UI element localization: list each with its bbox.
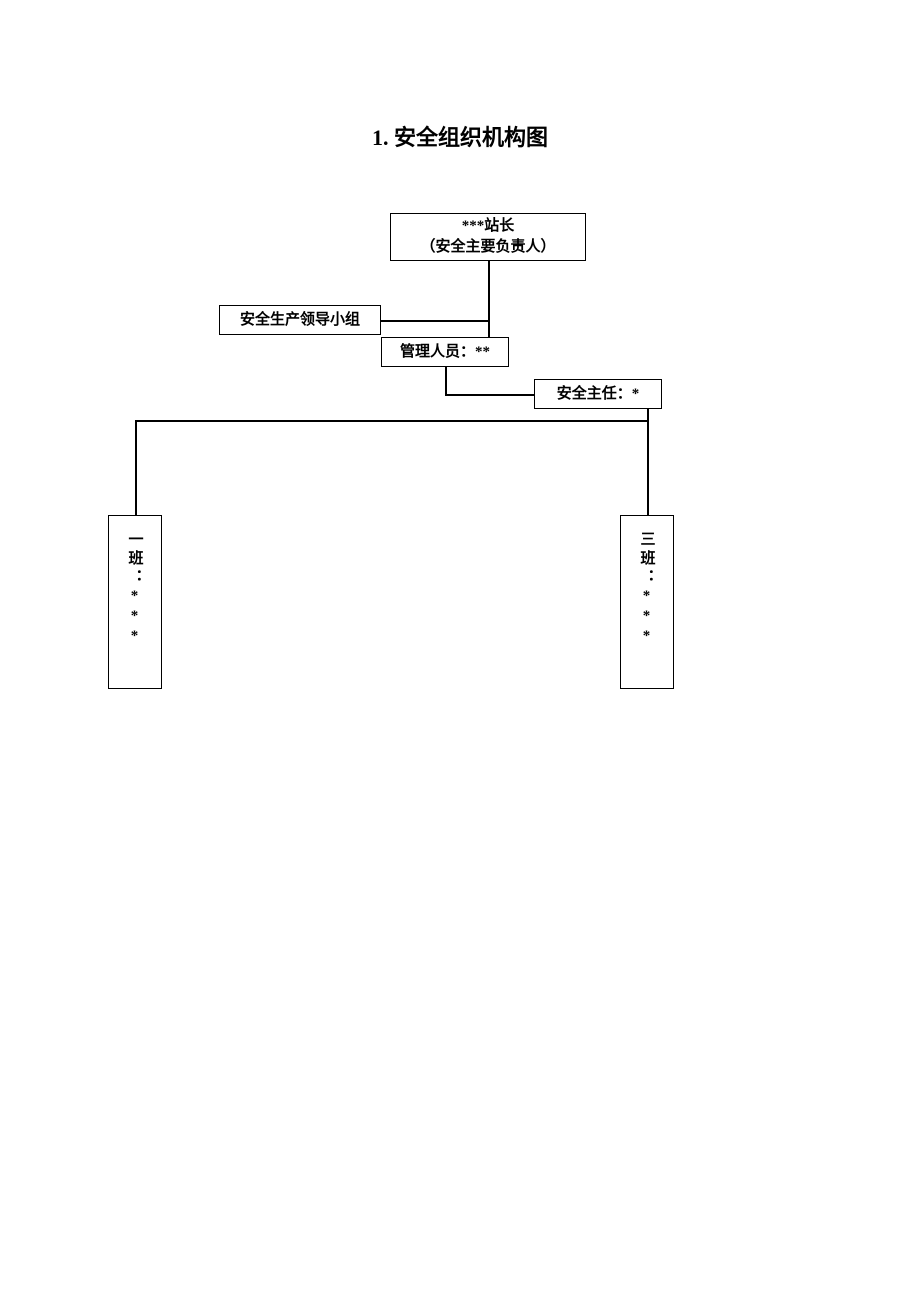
edge-bus-to-team1 — [135, 420, 137, 515]
node-station-master-line1: ***站长 — [420, 216, 555, 237]
node-station-master: ***站长 （安全主要负责人） — [390, 213, 586, 261]
node-team-1-label: 一班：*** — [125, 531, 146, 648]
node-manager: 管理人员：** — [381, 337, 509, 367]
edge-bus — [135, 420, 647, 422]
node-safety-leadership-group: 安全生产领导小组 — [219, 305, 381, 335]
edge-top-down — [488, 261, 490, 337]
node-station-master-line2: （安全主要负责人） — [420, 237, 555, 258]
edge-leftmid-to-trunk — [381, 320, 488, 322]
node-team-3-label: 三班：*** — [637, 531, 658, 648]
node-team-3: 三班：*** — [620, 515, 674, 689]
edge-center-down — [445, 367, 447, 394]
edge-center-to-rightmid — [445, 394, 534, 396]
edge-rightmid-to-bus — [647, 409, 649, 420]
diagram-title: 1. 安全组织机构图 — [0, 120, 920, 152]
edge-bus-to-team3 — [647, 420, 649, 515]
node-safety-director: 安全主任：* — [534, 379, 662, 409]
node-team-1: 一班：*** — [108, 515, 162, 689]
